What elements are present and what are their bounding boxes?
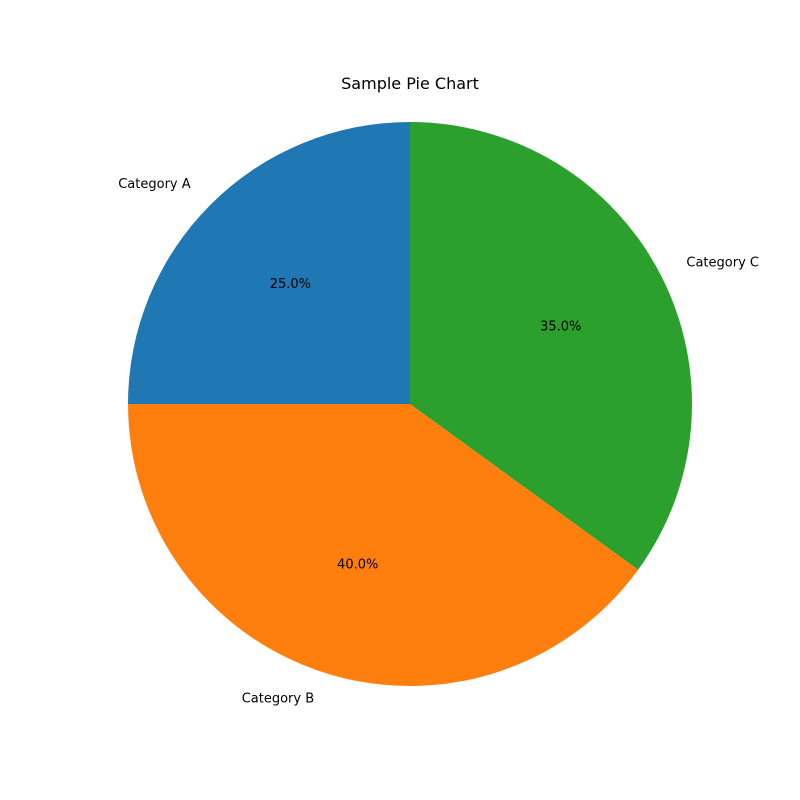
pie-slice-category-c: [410, 122, 692, 570]
pie-slice-category-a: [128, 122, 410, 404]
pie-labels: Category A 25.0% Category B 40.0% Category C…: [118, 177, 759, 706]
chart-title: Sample Pie Chart: [341, 74, 479, 93]
slice-percent-label: 35.0%: [540, 320, 581, 335]
slice-category-label: Category C: [686, 256, 759, 271]
slice-percent-label: 25.0%: [270, 277, 311, 292]
slice-percent-label: 40.0%: [337, 557, 378, 572]
pie-slice-category-b: [128, 404, 639, 686]
slice-category-label: Category B: [242, 692, 314, 707]
slice-category-label: Category A: [118, 177, 191, 192]
pie-slices: [128, 122, 692, 686]
